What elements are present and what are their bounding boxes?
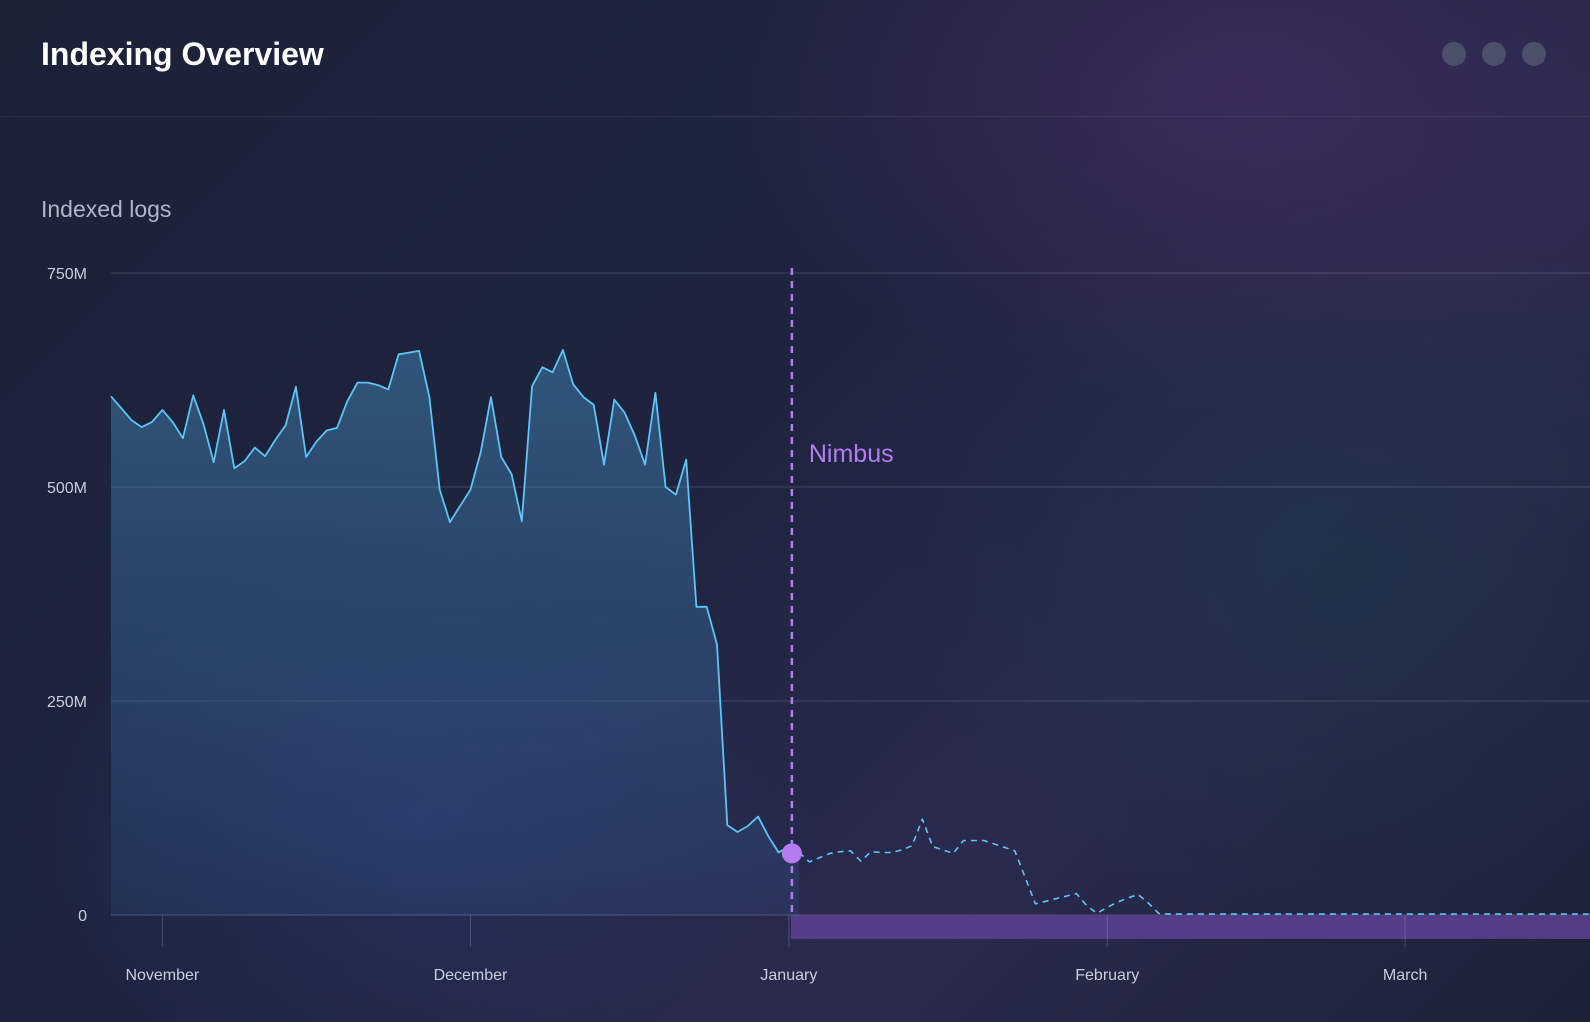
series-line-actual <box>110 349 800 854</box>
y-tick-label: 500M <box>47 480 87 497</box>
x-tick-label: December <box>434 967 508 984</box>
x-tick-label: February <box>1075 967 1139 984</box>
highlight-band <box>790 915 1590 939</box>
control-dot-1[interactable] <box>1442 42 1466 66</box>
annotation-label: Nimbus <box>809 440 894 468</box>
band-layer <box>790 915 1590 939</box>
annotation-marker <box>781 843 802 864</box>
page-title: Indexing Overview <box>41 36 324 72</box>
window-controls <box>1442 42 1546 66</box>
chart-title: Indexed logs <box>41 196 172 222</box>
x-tick-label: March <box>1383 967 1427 984</box>
x-tick-label: January <box>760 967 817 984</box>
series-area-fill <box>111 350 800 915</box>
y-tick-label: 0 <box>78 908 87 925</box>
annotation-layer: Nimbus <box>781 268 894 915</box>
y-tick-label: 250M <box>47 694 87 711</box>
axis-layer: 0 250M 500M 750M November December January Febr… <box>47 266 1427 984</box>
y-tick-label: 750M <box>47 266 87 283</box>
series-line-projected <box>798 818 1590 915</box>
control-dot-3[interactable] <box>1522 42 1546 66</box>
header-bar: Indexing Overview <box>0 0 1590 117</box>
control-dot-2[interactable] <box>1482 42 1506 66</box>
x-tick-label: November <box>125 967 199 984</box>
series-layer <box>110 349 1590 915</box>
